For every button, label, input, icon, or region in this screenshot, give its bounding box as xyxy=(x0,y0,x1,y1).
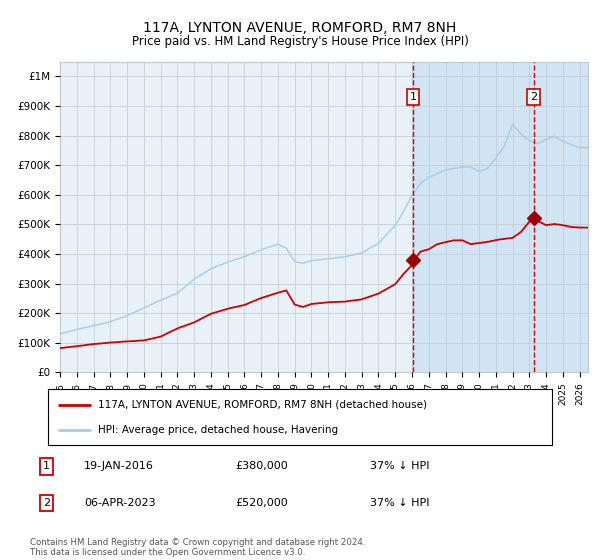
Bar xyxy=(533,62,588,372)
Text: 06-APR-2023: 06-APR-2023 xyxy=(84,498,155,508)
Text: 2: 2 xyxy=(530,92,537,102)
Text: 19-JAN-2016: 19-JAN-2016 xyxy=(84,461,154,472)
Bar xyxy=(413,62,533,372)
Text: Price paid vs. HM Land Registry's House Price Index (HPI): Price paid vs. HM Land Registry's House … xyxy=(131,35,469,48)
Text: HPI: Average price, detached house, Havering: HPI: Average price, detached house, Have… xyxy=(98,424,338,435)
Text: 37% ↓ HPI: 37% ↓ HPI xyxy=(370,498,430,508)
Text: 117A, LYNTON AVENUE, ROMFORD, RM7 8NH (detached house): 117A, LYNTON AVENUE, ROMFORD, RM7 8NH (d… xyxy=(98,400,427,410)
Text: 2: 2 xyxy=(43,498,50,508)
Text: 37% ↓ HPI: 37% ↓ HPI xyxy=(370,461,430,472)
Text: 117A, LYNTON AVENUE, ROMFORD, RM7 8NH: 117A, LYNTON AVENUE, ROMFORD, RM7 8NH xyxy=(143,21,457,35)
Text: 1: 1 xyxy=(43,461,50,472)
Text: £380,000: £380,000 xyxy=(235,461,288,472)
Text: 1: 1 xyxy=(409,92,416,102)
Text: £520,000: £520,000 xyxy=(235,498,288,508)
Text: Contains HM Land Registry data © Crown copyright and database right 2024.
This d: Contains HM Land Registry data © Crown c… xyxy=(30,538,365,557)
